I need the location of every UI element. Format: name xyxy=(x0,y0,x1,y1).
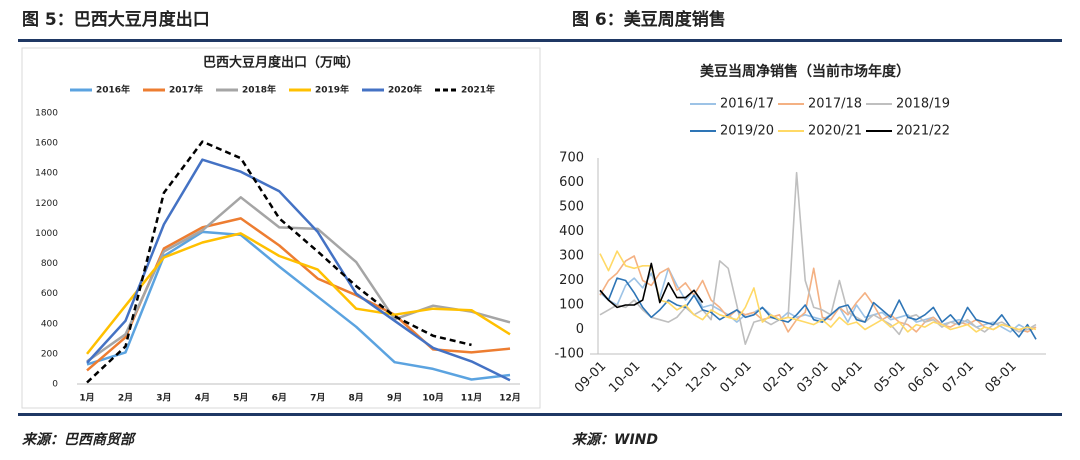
figure-title: 图 5：巴西大豆月度出口 xyxy=(22,9,210,30)
x-tick-label: 07-01 xyxy=(940,359,977,396)
x-tick-label: 2月 xyxy=(118,393,133,404)
series-line xyxy=(86,232,511,355)
x-tick-label: 1月 xyxy=(79,393,94,404)
series-line xyxy=(86,196,511,363)
x-tick-label: 4月 xyxy=(195,393,210,404)
top-rule xyxy=(18,39,1062,42)
y-tick-label: 1200 xyxy=(35,199,58,209)
y-tick-label: 600 xyxy=(41,289,58,299)
y-tick-label: 0 xyxy=(576,322,584,337)
x-tick-label: 10-01 xyxy=(606,359,643,396)
legend-label: 2019年 xyxy=(315,84,349,96)
x-tick-label: 10月 xyxy=(422,393,444,404)
x-tick-label: 09-01 xyxy=(572,359,609,396)
x-tick-label: 6月 xyxy=(272,393,287,404)
x-tick-label: 7月 xyxy=(310,393,325,404)
bottom-rule xyxy=(18,413,1062,416)
y-tick-label: 0 xyxy=(52,380,58,390)
y-tick-label: 1600 xyxy=(35,139,58,149)
series-line xyxy=(599,250,1037,333)
x-tick-label: 11-01 xyxy=(649,359,686,396)
chart-title: 美豆当周净销售（当前市场年度） xyxy=(700,63,910,80)
y-tick-label: 100 xyxy=(559,298,584,313)
x-tick-label: 3月 xyxy=(156,393,171,404)
x-tick-label: 12-01 xyxy=(683,359,720,396)
series-line xyxy=(599,171,1037,345)
legend-label: 2021/22 xyxy=(896,124,950,139)
y-tick-label: 800 xyxy=(41,259,58,269)
y-tick-label: 500 xyxy=(559,200,584,215)
y-tick-label: 1400 xyxy=(35,169,58,179)
series-line xyxy=(86,217,511,372)
legend-label: 2020/21 xyxy=(808,124,862,139)
series-line xyxy=(599,277,1037,340)
series-line xyxy=(599,255,1037,333)
figure-title: 图 6：美豆周度销售 xyxy=(572,9,726,30)
y-tick-label: 1000 xyxy=(35,229,58,239)
series-line xyxy=(599,267,1037,333)
x-tick-label: 9月 xyxy=(387,393,402,404)
x-tick-label: 11月 xyxy=(461,393,483,404)
legend-label: 2016/17 xyxy=(720,97,774,112)
series-line xyxy=(599,262,704,309)
legend-label: 2018年 xyxy=(242,84,276,96)
x-tick-label: 08-01 xyxy=(982,359,1019,396)
legend-label: 2018/19 xyxy=(896,97,950,112)
y-tick-label: 400 xyxy=(41,319,58,329)
y-tick-label: 600 xyxy=(559,175,584,190)
series-line xyxy=(86,230,511,381)
chart-title: 巴西大豆月度出口（万吨） xyxy=(203,55,359,71)
legend-label: 2019/20 xyxy=(720,124,774,139)
x-tick-label: 06-01 xyxy=(905,359,942,396)
legend-label: 2021年 xyxy=(461,84,495,96)
y-tick-label: 200 xyxy=(41,349,58,359)
y-tick-label: -100 xyxy=(554,347,584,362)
x-tick-label: 8月 xyxy=(349,393,364,404)
legend-label: 2017年 xyxy=(169,84,203,96)
y-tick-label: 1800 xyxy=(35,109,58,119)
y-tick-label: 700 xyxy=(559,151,584,166)
x-tick-label: 12月 xyxy=(499,393,521,404)
source: 来源：WIND xyxy=(572,431,658,448)
series-line xyxy=(86,158,511,382)
source: 来源：巴西商贸部 xyxy=(22,431,137,448)
legend-label: 2020年 xyxy=(388,84,422,96)
legend-label: 2017/18 xyxy=(808,97,862,112)
y-tick-label: 200 xyxy=(559,273,584,288)
y-tick-label: 300 xyxy=(559,249,584,264)
y-tick-label: 400 xyxy=(559,224,584,239)
series-line xyxy=(86,140,472,384)
x-tick-label: 04-01 xyxy=(828,359,865,396)
x-tick-label: 5月 xyxy=(233,393,248,404)
x-tick-label: 02-01 xyxy=(760,359,797,396)
x-tick-label: 05-01 xyxy=(871,359,908,396)
chart-frame xyxy=(21,47,541,409)
x-tick-label: 01-01 xyxy=(717,359,754,396)
x-tick-label: 03-01 xyxy=(794,359,831,396)
legend-label: 2016年 xyxy=(96,84,130,96)
